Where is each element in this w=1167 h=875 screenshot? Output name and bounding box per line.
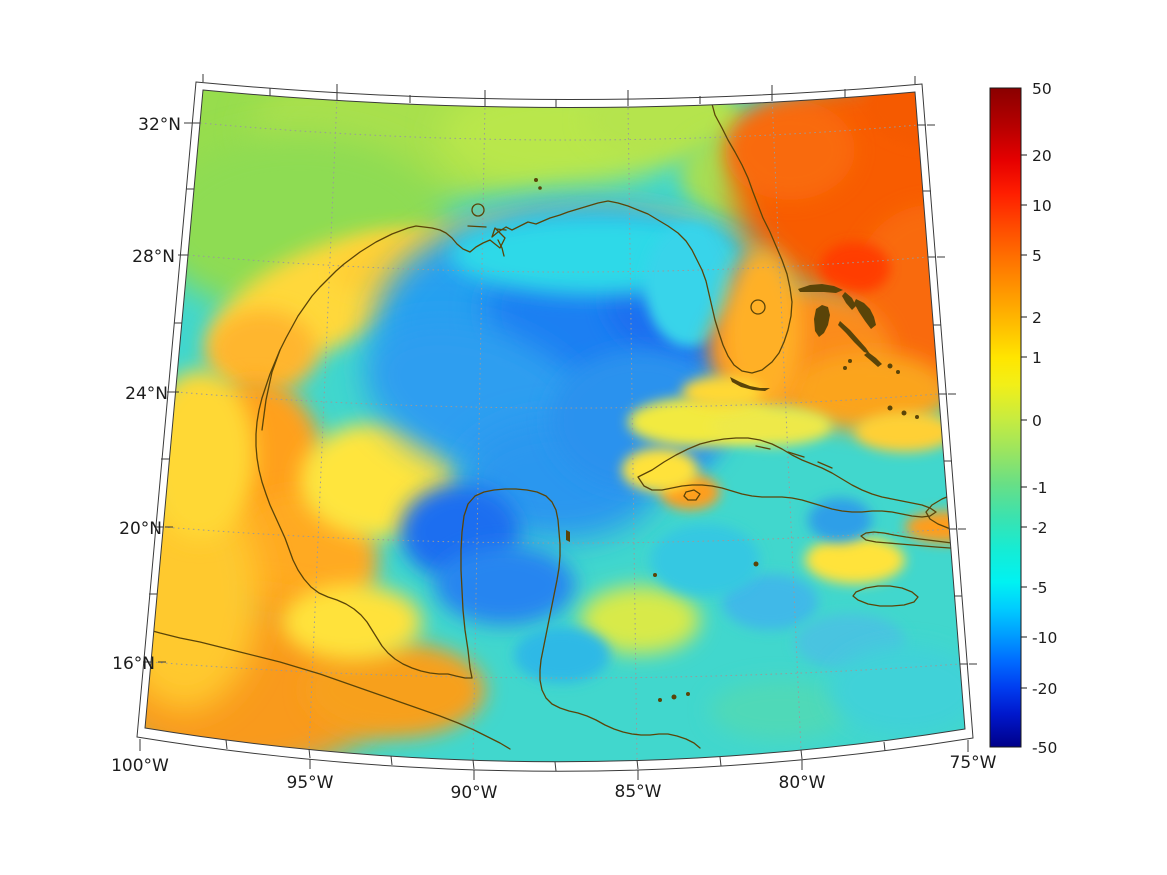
colorbar-tick-label-50: 50 (1032, 80, 1052, 98)
colorbar-labels: 50 20 10 5 2 1 0 -1 -2 -5 -10 -20 -50 (1032, 80, 1057, 757)
colorbar-tick-label-n2: -2 (1032, 519, 1047, 537)
island-dot (848, 359, 852, 363)
lake-pontchartrain (471, 203, 485, 217)
island-dot (538, 186, 542, 190)
longitude-labels: 100°W 95°W 90°W 85°W 80°W 75°W (111, 753, 997, 803)
frame-rungs-top (269, 88, 846, 107)
colorbar: 50 20 10 5 2 1 0 -1 -2 -5 -10 -20 -50 (989, 80, 1057, 757)
island-exuma-chain (838, 321, 870, 354)
gridline-20n (162, 526, 950, 544)
colorbar-tick-label-10: 10 (1032, 197, 1052, 215)
island-dot (915, 415, 919, 419)
ticks-top (202, 74, 916, 98)
texas-barrier-islands (261, 349, 281, 431)
island-dot (901, 410, 907, 416)
colorbar-ticks (1021, 154, 1027, 689)
colorbar-tick-label-n1: -1 (1032, 479, 1047, 497)
latitude-labels: 32°N 28°N 24°N 20°N 16°N (112, 115, 181, 674)
island-grand-cayman (753, 561, 759, 567)
islands (534, 178, 919, 702)
island-andros (814, 305, 830, 337)
lat-tick-label-32n: 32°N (138, 115, 181, 135)
island-dot (671, 694, 677, 700)
coastlines (145, 103, 965, 750)
florida-keys (730, 377, 770, 391)
coastline-pacific-mexico (145, 627, 511, 750)
frame-rungs-bottom (225, 739, 886, 772)
colorbar-tick-label-1: 1 (1032, 349, 1042, 367)
colorbar-tick-label-5: 5 (1032, 247, 1042, 265)
lon-tick-label-100w: 100°W (111, 756, 169, 776)
cuba-north-cays (755, 445, 833, 469)
island-abaco (842, 292, 856, 310)
colorbar-tick-label-0: 0 (1032, 412, 1042, 430)
ticks-left (158, 122, 192, 663)
lat-tick-label-16n: 16°N (112, 654, 155, 674)
colorbar-tick-label-n5: -5 (1032, 579, 1047, 597)
colorbar-tick-label-2: 2 (1032, 309, 1042, 327)
island-dot (658, 698, 662, 702)
coastline-haiti-tiburon (860, 531, 965, 549)
coastline-jamaica (852, 585, 919, 607)
lat-tick-label-28n: 28°N (132, 247, 175, 267)
frame-rungs-right (918, 124, 968, 665)
island-eleuthera (854, 299, 876, 329)
island-dot (887, 363, 893, 369)
map-boundary-outer (136, 81, 974, 772)
island-grand-bahama (798, 284, 843, 293)
gridline-32n (199, 122, 919, 141)
island-dot (896, 370, 900, 374)
colorbar-tick-label-20: 20 (1032, 147, 1052, 165)
lon-tick-label-95w: 95°W (287, 773, 334, 793)
map-boundary-inner (144, 89, 966, 763)
island-dot (686, 692, 690, 696)
lon-tick-label-75w: 75°W (950, 753, 997, 773)
lake-okeechobee (750, 299, 766, 315)
colorbar-gradient (989, 87, 1022, 748)
island-dot (887, 405, 893, 411)
island-long-island (864, 352, 882, 367)
island-dot (843, 366, 847, 370)
map-frame (136, 74, 977, 780)
coastline-isle-of-youth (683, 489, 701, 501)
lon-tick-label-85w: 85°W (615, 782, 662, 802)
graticule (150, 96, 961, 762)
coastline-us-gulf-florida (255, 103, 793, 749)
anomaly-field (145, 90, 965, 762)
lat-tick-label-20n: 20°N (119, 519, 162, 539)
colorbar-tick-label-n20: -20 (1032, 680, 1057, 698)
colorbar-tick-label-n10: -10 (1032, 629, 1057, 647)
ticks-bottom (139, 739, 969, 780)
lon-tick-label-90w: 90°W (451, 783, 498, 803)
gridline-28n (187, 254, 929, 273)
coastline-cuba (637, 437, 937, 518)
gridline-16n (150, 661, 961, 679)
island-dot (653, 573, 657, 577)
island-cozumel (566, 530, 570, 542)
colorbar-tick-label-n50: -50 (1032, 739, 1057, 757)
lon-tick-label-80w: 80°W (779, 773, 826, 793)
lat-tick-label-24n: 24°N (125, 384, 168, 404)
mississippi-sound-islands (467, 225, 507, 257)
island-dot (534, 178, 538, 182)
ticks-right (927, 124, 977, 665)
